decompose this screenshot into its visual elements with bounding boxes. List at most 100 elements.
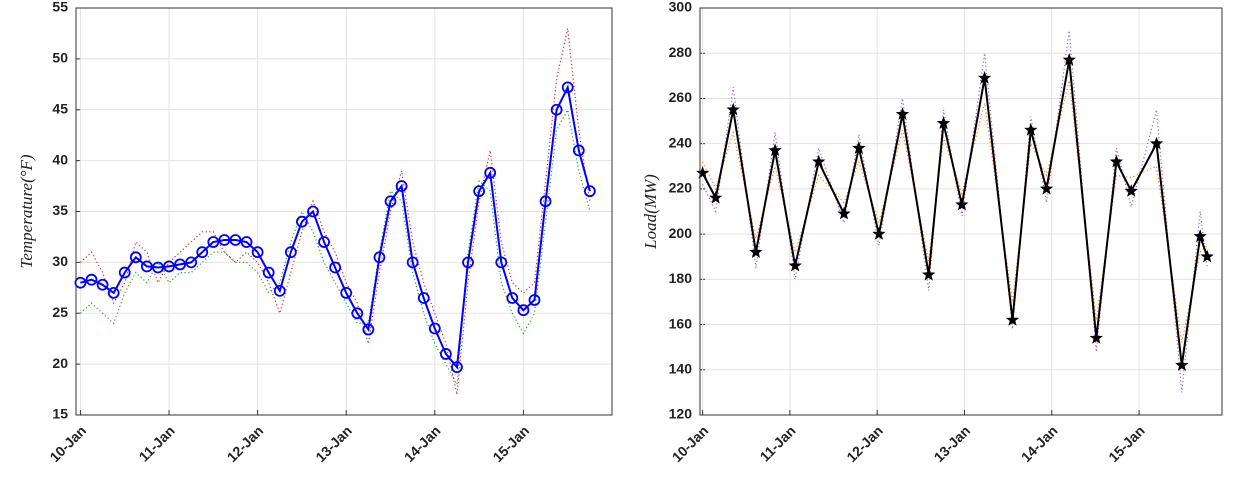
marker <box>1039 181 1054 195</box>
axes-frame <box>699 7 1223 416</box>
marker <box>262 266 275 279</box>
y-tick-label: 30 <box>52 253 68 269</box>
x-tick-label: 15-Jan <box>1105 422 1148 465</box>
marker <box>152 261 164 274</box>
y-tick-label: 20 <box>52 355 68 371</box>
marker <box>296 215 308 228</box>
marker <box>240 236 253 248</box>
y-axis-label: Temperature(°F) <box>17 154 36 268</box>
marker <box>1175 358 1189 371</box>
y-tick-label: 120 <box>669 406 693 422</box>
marker <box>726 102 740 116</box>
marker <box>696 166 710 179</box>
marker <box>1024 123 1038 136</box>
marker <box>140 260 153 273</box>
marker <box>517 304 530 317</box>
marker <box>373 251 386 264</box>
marker <box>1200 249 1214 263</box>
y-tick-label: 200 <box>669 225 693 241</box>
marker <box>207 236 220 248</box>
marker <box>583 185 596 198</box>
y-tick-label: 160 <box>669 315 693 331</box>
marker <box>196 246 209 259</box>
x-tick-label: 11-Jan <box>136 422 178 464</box>
marker <box>284 246 297 259</box>
marker <box>749 245 763 258</box>
x-tick-label: 12-Jan <box>224 422 267 465</box>
marker <box>229 234 242 246</box>
marker <box>1005 313 1020 326</box>
marker <box>922 267 936 281</box>
marker <box>837 206 851 220</box>
marker <box>768 143 782 157</box>
marker <box>1193 229 1207 242</box>
marker <box>977 71 992 84</box>
x-tick-label: 13-Jan <box>312 422 355 465</box>
marker <box>495 256 508 269</box>
x-tick-label: 11-Jan <box>757 422 799 464</box>
series-line <box>702 30 1208 393</box>
y-tick-label: 15 <box>52 406 68 422</box>
marker <box>955 197 969 211</box>
marker <box>118 266 131 279</box>
y-axis-label: Load(MW) <box>641 174 660 250</box>
marker <box>539 195 552 208</box>
marker <box>273 284 286 297</box>
marker <box>107 286 120 299</box>
marker <box>439 348 452 360</box>
marker <box>550 103 563 116</box>
x-tick-label: 12-Jan <box>843 422 886 465</box>
marker <box>185 256 198 269</box>
y-tick-label: 50 <box>52 50 68 66</box>
marker <box>473 185 486 198</box>
marker <box>395 180 408 192</box>
y-tick-label: 140 <box>669 360 693 376</box>
marker <box>709 190 723 204</box>
y-tick-label: 260 <box>669 89 693 105</box>
marker <box>428 322 441 335</box>
marker <box>96 278 109 291</box>
marker <box>788 258 802 272</box>
y-tick-label: 35 <box>52 202 68 218</box>
marker <box>1149 136 1164 150</box>
marker <box>528 294 541 306</box>
marker <box>872 227 886 240</box>
y-tick-label: 280 <box>669 44 693 60</box>
y-tick-label: 220 <box>669 180 693 196</box>
axes-frame <box>75 7 613 416</box>
y-tick-label: 180 <box>669 270 693 286</box>
marker <box>462 256 474 269</box>
marker <box>406 256 419 269</box>
marker <box>1089 331 1103 344</box>
marker <box>362 323 375 336</box>
x-tick-label: 15-Jan <box>489 422 532 465</box>
y-tick-label: 40 <box>52 151 68 167</box>
marker <box>307 205 319 218</box>
marker <box>1062 53 1076 66</box>
marker <box>852 141 866 154</box>
marker <box>417 292 430 304</box>
marker <box>936 116 951 129</box>
series-line <box>701 59 1209 366</box>
series-line <box>79 28 591 395</box>
marker <box>1124 184 1138 197</box>
marker <box>85 273 98 286</box>
marker <box>318 236 330 248</box>
y-tick-label: 45 <box>52 100 68 116</box>
series-line <box>702 80 1208 343</box>
x-tick-label: 14-Jan <box>1018 422 1061 465</box>
marker <box>484 166 497 179</box>
series-line <box>80 84 591 370</box>
marker <box>251 246 264 259</box>
marker <box>351 307 364 320</box>
x-tick-label: 14-Jan <box>401 422 444 465</box>
x-tick-label: 10-Jan <box>669 422 712 465</box>
marker <box>329 261 342 274</box>
y-tick-label: 240 <box>669 134 693 150</box>
marker <box>129 251 142 264</box>
marker <box>218 234 231 246</box>
x-tick-label: 13-Jan <box>931 422 974 465</box>
y-tick-label: 300 <box>669 0 693 15</box>
marker <box>1109 154 1123 168</box>
marker <box>895 107 910 120</box>
